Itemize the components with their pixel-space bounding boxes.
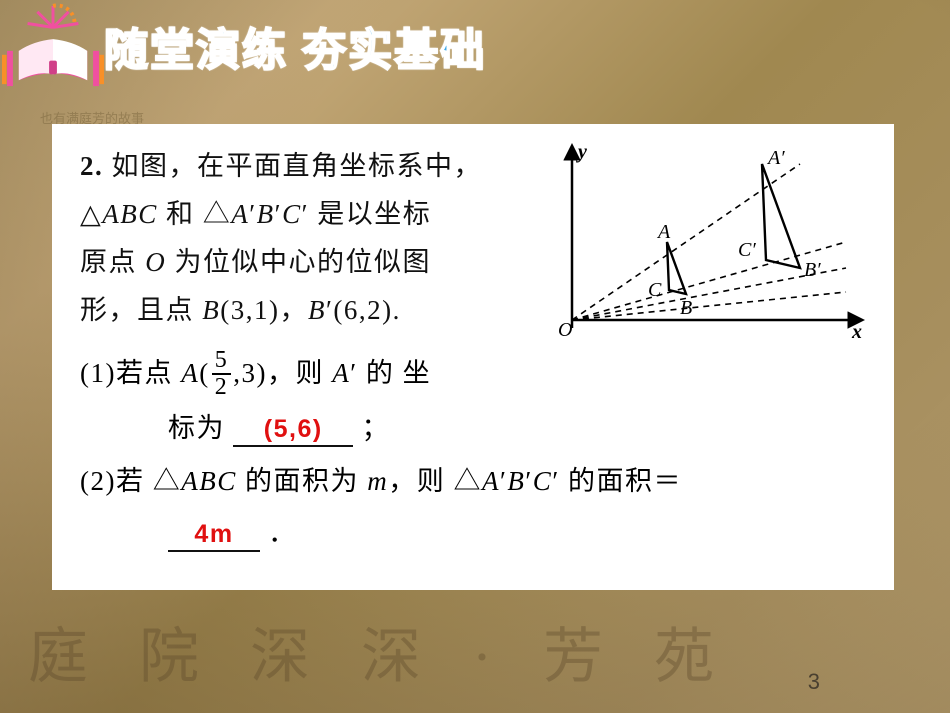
- problem-number: 2.: [80, 151, 103, 181]
- svg-text:A: A: [656, 221, 671, 243]
- p1-fraction: 52: [212, 348, 232, 400]
- problem-card: 2. 如图，在平面直角坐标系中， △ABC 和 △A′B′C′ 是以坐标 原点 …: [52, 124, 894, 590]
- svg-text:x: x: [851, 321, 862, 342]
- p2-suffix: ．: [268, 518, 297, 548]
- p1-answer: (5,6): [233, 414, 353, 447]
- svg-text:B′: B′: [804, 259, 821, 281]
- svg-text:C: C: [648, 279, 662, 301]
- svg-text:A′: A′: [766, 147, 785, 169]
- p2-answer: 4m: [168, 519, 260, 552]
- page-number: 3: [808, 669, 820, 695]
- stem-l4: 形，且点 B(3,1)，B′(6,2).: [80, 286, 532, 334]
- problem-text: 2. 如图，在平面直角坐标系中， △ABC 和 △A′B′C′ 是以坐标 原点 …: [80, 142, 532, 347]
- part2: (2)若 △ABC 的面积为 m，则 △A′B′C′ 的面积＝: [80, 455, 866, 508]
- svg-text:B: B: [680, 297, 692, 319]
- svg-text:C′: C′: [738, 239, 756, 261]
- logo-icon: [2, 2, 104, 90]
- stem-l2: △ABC 和 △A′B′C′ 是以坐标: [80, 190, 532, 238]
- part1: (1)若点 A(52,3)，则 A′ 的 坐: [80, 347, 866, 402]
- stem-l1: 如图，在平面直角坐标系中，: [112, 151, 483, 181]
- bg-calligraphy: 庭 院 深 深 · 芳 苑: [28, 608, 732, 695]
- stem-l3: 原点 O 为位似中心的位似图: [80, 238, 532, 286]
- part1-line2: 标为 (5,6) ；: [80, 402, 866, 455]
- header-title: 随堂演练 夯实基础: [104, 14, 486, 78]
- p1-suffix: ；: [362, 413, 391, 443]
- svg-text:y: y: [576, 142, 587, 163]
- p1-mid: ,3)，则 A′ 的 坐: [233, 358, 431, 388]
- part2-line2: 4m ．: [80, 507, 866, 560]
- p1-l2-prefix: 标为: [168, 413, 225, 443]
- problem-body: 2. 如图，在平面直角坐标系中， △ABC 和 △A′B′C′ 是以坐标 原点 …: [80, 142, 866, 347]
- svg-text:O: O: [558, 319, 572, 341]
- header: 随堂演练 夯实基础: [2, 2, 486, 90]
- p1-prefix: (1)若点 A(: [80, 358, 210, 388]
- figure: O x y A B C A′ B′ C′: [546, 142, 866, 347]
